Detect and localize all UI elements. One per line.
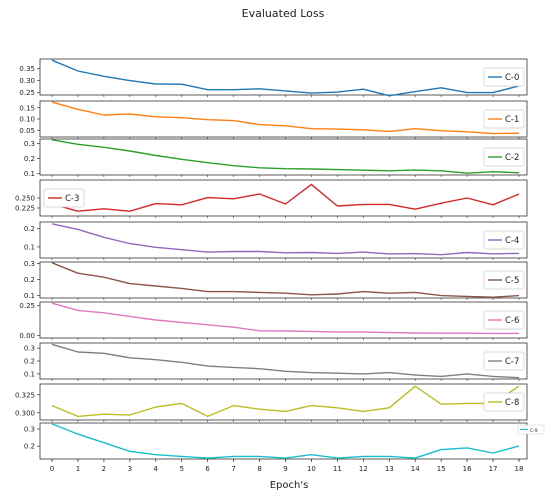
y-tick-label: 0.225	[15, 205, 35, 213]
y-tick-label: 0.25	[19, 302, 35, 310]
x-tick-label: 14	[411, 465, 420, 473]
y-tick-label: 0.3	[24, 140, 35, 148]
x-tick-label: 13	[385, 465, 394, 473]
y-tick-label: 0.3	[24, 426, 35, 434]
legend-label: C-8	[505, 398, 519, 408]
panel-c-2: 0.1 0.2 0.3 C-2	[24, 138, 528, 178]
panel-frame	[39, 221, 528, 259]
y-tick-label: 0.2	[24, 225, 35, 233]
legend-box	[483, 67, 525, 87]
y-tick-label: 0.15	[19, 104, 35, 112]
x-tick-label: 6	[205, 465, 210, 473]
legend-label: C-7	[505, 357, 519, 367]
series-line-c-9	[51, 423, 520, 459]
panel-c-6: 0.00 0.25 C-6	[19, 301, 528, 340]
panel-c-4: 0.1 0.2 C-4	[24, 221, 528, 260]
panel-frame	[39, 179, 528, 217]
y-tick-label: 0.250	[15, 195, 35, 203]
x-tick-label: 17	[489, 465, 498, 473]
x-axis: 0 1 2 3 4 5 6 7 8 9 10 11 12 13 14 15 16 17 18	[50, 459, 524, 473]
series-line-c-4	[51, 223, 520, 256]
panel-frame	[39, 138, 528, 176]
legend-box	[483, 392, 525, 412]
legend-label: C-4	[505, 236, 519, 246]
panel-c-9: 0.2 0.3 C-9	[24, 422, 545, 461]
panel-c-7: 0.1 0.2 0.3 C-7	[24, 342, 528, 381]
legend-label: C-6	[505, 316, 519, 326]
y-tick-label: 0.1	[24, 243, 35, 251]
x-tick-label: 9	[283, 465, 287, 473]
legend-label: C-0	[505, 73, 519, 83]
y-tick-label: 0.1	[24, 170, 35, 178]
panel-c-8: 0.300 0.325 C-8	[15, 383, 528, 422]
panel-c-0: 0.25 0.30 0.35 C-0	[19, 58, 528, 97]
x-tick-label: 16	[463, 465, 472, 473]
legend-box	[483, 109, 525, 129]
y-tick-label: 0.05	[19, 127, 35, 135]
legend-box	[517, 424, 545, 435]
y-tick-label: 0.3	[24, 345, 35, 353]
x-tick-label: 3	[128, 465, 132, 473]
x-tick-label: 11	[333, 465, 342, 473]
legend-box	[483, 351, 525, 371]
series-line-c-2	[51, 139, 520, 174]
series-line-c-3	[51, 183, 520, 212]
series-line-c-0	[51, 59, 520, 97]
y-tick-label: 0.2	[24, 443, 35, 451]
y-tick-label: 0.1	[24, 370, 35, 378]
x-tick-label: 4	[154, 465, 159, 473]
series-line-c-5	[51, 262, 520, 298]
legend-label: C-3	[65, 194, 79, 204]
y-tick-label: 0.3	[24, 260, 35, 268]
series-line-c-8	[51, 385, 520, 418]
x-tick-label: 8	[257, 465, 261, 473]
y-tick-label: 0.30	[19, 77, 35, 85]
y-tick-label: 0.2	[24, 358, 35, 366]
x-tick-label: 12	[359, 465, 368, 473]
y-tick-label: 0.35	[19, 65, 35, 73]
panel-c-1: 0.05 0.10 0.15 C-1	[19, 100, 528, 139]
series-line-c-7	[51, 343, 520, 379]
y-tick-label: 0.1	[24, 292, 35, 300]
legend-box	[43, 188, 85, 208]
chart-title: Evaluated Loss	[242, 7, 325, 20]
legend-box	[483, 147, 525, 167]
panel-frame	[39, 383, 528, 421]
legend-label: C-9	[530, 428, 538, 434]
x-tick-label: 0	[50, 465, 54, 473]
x-tick-label: 5	[179, 465, 183, 473]
x-tick-label: 15	[437, 465, 446, 473]
y-tick-label: 0.00	[19, 332, 35, 340]
y-tick-label: 0.10	[19, 116, 35, 124]
series-line-c-1	[51, 101, 520, 135]
y-tick-label: 0.2	[24, 155, 35, 163]
panel-frame	[39, 58, 528, 96]
legend-box	[483, 310, 525, 330]
x-tick-label: 7	[231, 465, 235, 473]
y-tick-label: 0.325	[15, 391, 35, 399]
legend-label: C-5	[505, 276, 519, 286]
y-tick-label: 0.300	[15, 409, 35, 417]
panels-layer: 0.25 0.30 0.35 C-0 0.05 0.10 0.15 C-1 0.1 0.2 0.3 C…	[15, 58, 545, 461]
x-axis-label: Epoch's	[270, 480, 309, 491]
panel-c-5: 0.1 0.2 0.3 C-5	[24, 260, 528, 300]
panel-c-3: 0.225 0.250 C-3	[15, 179, 528, 218]
panel-frame	[39, 342, 528, 380]
legend-box	[483, 270, 525, 290]
x-tick-label: 10	[307, 465, 316, 473]
panel-frame	[39, 422, 528, 460]
y-tick-label: 0.25	[19, 89, 35, 97]
x-tick-label: 1	[76, 465, 80, 473]
panel-frame	[39, 301, 528, 339]
series-line-c-6	[51, 302, 519, 335]
y-tick-label: 0.2	[24, 276, 35, 284]
panel-frame	[39, 261, 528, 299]
legend-label: C-1	[505, 115, 519, 125]
x-tick-label: 18	[515, 465, 524, 473]
legend-label: C-2	[505, 153, 519, 163]
x-tick-label: 2	[102, 465, 106, 473]
legend-box	[483, 230, 525, 250]
